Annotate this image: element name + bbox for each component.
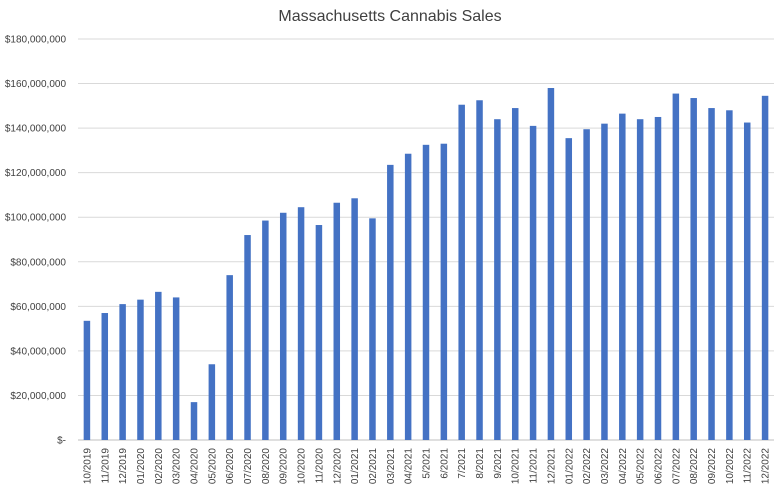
x-tick-label: 01/2020 (136, 448, 147, 485)
x-tick-label: 11/2021 (529, 448, 540, 484)
bar (529, 125, 537, 440)
bar (458, 104, 465, 440)
y-tick-label: $40,000,000 (10, 346, 66, 357)
bar (511, 108, 519, 440)
bar (636, 119, 644, 440)
bar (583, 129, 590, 440)
x-tick-label: 02/2022 (582, 448, 593, 485)
x-tick-label: 06/2020 (225, 448, 236, 485)
y-tick-label: $120,000,000 (5, 168, 67, 179)
y-tick-label: $- (57, 436, 66, 447)
x-tick-label: 04/2022 (618, 448, 629, 485)
bar (743, 122, 751, 440)
bar (208, 364, 216, 440)
bars (83, 88, 769, 441)
x-tick-label: 11/2020 (314, 448, 325, 484)
bar (155, 291, 162, 440)
bar (619, 113, 626, 440)
y-tick-label: $140,000,000 (5, 124, 67, 135)
y-tick-label: $180,000,000 (5, 35, 67, 46)
bar (226, 275, 233, 440)
bar (244, 235, 251, 440)
bar (119, 304, 126, 440)
bar (262, 220, 269, 440)
x-tick-label: 04/2021 (404, 448, 415, 485)
x-tick-label: 03/2022 (600, 448, 611, 485)
x-tick-label: 7/2021 (457, 448, 468, 479)
x-tick-label: 04/2020 (190, 448, 201, 485)
bar (333, 202, 341, 440)
chart-title: Massachusetts Cannabis Sales (278, 8, 501, 25)
x-tick-label: 06/2022 (654, 448, 665, 485)
bar (440, 143, 448, 440)
y-tick-label: $80,000,000 (10, 257, 66, 268)
x-tick-label: 8/2021 (475, 448, 486, 479)
x-tick-label: 01/2021 (350, 448, 361, 485)
x-tick-label: 09/2020 (279, 448, 290, 485)
bar (404, 153, 412, 441)
bar (654, 116, 662, 440)
y-tick-label: $20,000,000 (10, 391, 66, 402)
bar (279, 212, 287, 440)
bar (547, 88, 555, 440)
x-tick-label: 05/2020 (207, 448, 218, 485)
bar (690, 98, 697, 440)
x-tick-label: 12/2019 (118, 448, 129, 485)
x-tick-label: 07/2022 (671, 448, 682, 485)
x-tick-label: 12/2022 (761, 448, 772, 485)
y-tick-label: $160,000,000 (5, 79, 67, 90)
bar (672, 93, 680, 440)
x-tick-label: 11/2022 (743, 448, 754, 484)
x-tick-label: 01/2022 (564, 448, 575, 485)
x-tick-label: 10/2021 (511, 448, 522, 485)
bar (422, 144, 430, 440)
x-tick-label: 09/2022 (707, 448, 718, 485)
bar (369, 218, 376, 440)
x-tick-label: 5/2021 (422, 448, 433, 479)
bar (172, 297, 180, 440)
x-tick-label: 10/2020 (297, 448, 308, 485)
bar (101, 313, 109, 440)
bar (387, 164, 394, 440)
x-tick-label: 08/2020 (261, 448, 272, 485)
bar (708, 108, 715, 440)
x-tick-label: 03/2020 (172, 448, 183, 485)
bar (351, 198, 358, 440)
y-axis-ticks: $- $20,000,000 $40,000,000 $60,000,000 $80,0… (5, 35, 67, 447)
y-tick-label: $60,000,000 (10, 302, 66, 313)
y-tick-label: $100,000,000 (5, 213, 67, 224)
x-tick-label: 12/2021 (546, 448, 557, 485)
x-tick-label: 9/2021 (493, 448, 504, 479)
x-tick-label: 11/2019 (100, 448, 111, 484)
bar (601, 123, 608, 440)
bar (315, 225, 323, 440)
bar (565, 138, 573, 440)
bar (297, 207, 305, 440)
x-tick-label: 10/2019 (82, 448, 93, 485)
x-tick-label: 02/2021 (368, 448, 379, 485)
bar (761, 95, 769, 440)
bar (190, 402, 198, 440)
bar (726, 110, 733, 440)
x-tick-label: 02/2020 (154, 448, 165, 485)
x-tick-label: 08/2022 (689, 448, 700, 485)
bar (476, 100, 483, 440)
bar (83, 320, 91, 440)
bar (137, 299, 144, 440)
x-tick-label: 03/2021 (386, 448, 397, 485)
x-tick-label: 10/2022 (725, 448, 736, 485)
bar (494, 119, 501, 440)
x-axis-ticks: 10/2019 11/2019 12/2019 01/2020 02/2020 03/20… (82, 448, 771, 485)
x-tick-label: 07/2020 (243, 448, 254, 485)
x-tick-label: 05/2022 (636, 448, 647, 485)
x-tick-label: 6/2021 (439, 448, 450, 479)
x-tick-label: 12/2020 (332, 448, 343, 485)
